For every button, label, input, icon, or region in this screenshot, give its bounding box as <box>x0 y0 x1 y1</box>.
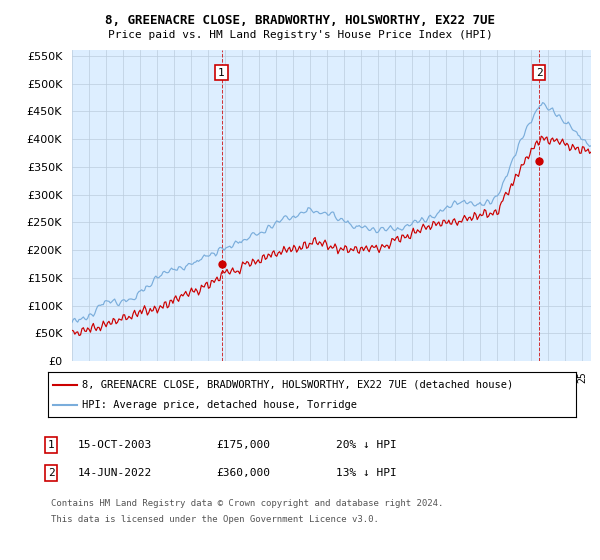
Text: £175,000: £175,000 <box>216 440 270 450</box>
Text: 20% ↓ HPI: 20% ↓ HPI <box>336 440 397 450</box>
Text: 15-OCT-2003: 15-OCT-2003 <box>78 440 152 450</box>
Text: This data is licensed under the Open Government Licence v3.0.: This data is licensed under the Open Gov… <box>51 515 379 524</box>
Text: 8, GREENACRE CLOSE, BRADWORTHY, HOLSWORTHY, EX22 7UE (detached house): 8, GREENACRE CLOSE, BRADWORTHY, HOLSWORT… <box>82 380 514 390</box>
Text: Contains HM Land Registry data © Crown copyright and database right 2024.: Contains HM Land Registry data © Crown c… <box>51 500 443 508</box>
Text: £360,000: £360,000 <box>216 468 270 478</box>
Text: 1: 1 <box>47 440 55 450</box>
Text: 13% ↓ HPI: 13% ↓ HPI <box>336 468 397 478</box>
Text: 8, GREENACRE CLOSE, BRADWORTHY, HOLSWORTHY, EX22 7UE: 8, GREENACRE CLOSE, BRADWORTHY, HOLSWORT… <box>105 14 495 27</box>
Text: Price paid vs. HM Land Registry's House Price Index (HPI): Price paid vs. HM Land Registry's House … <box>107 30 493 40</box>
Text: 2: 2 <box>47 468 55 478</box>
Text: 1: 1 <box>218 68 225 78</box>
Text: 2: 2 <box>536 68 542 78</box>
Text: 14-JUN-2022: 14-JUN-2022 <box>78 468 152 478</box>
Text: HPI: Average price, detached house, Torridge: HPI: Average price, detached house, Torr… <box>82 400 358 410</box>
